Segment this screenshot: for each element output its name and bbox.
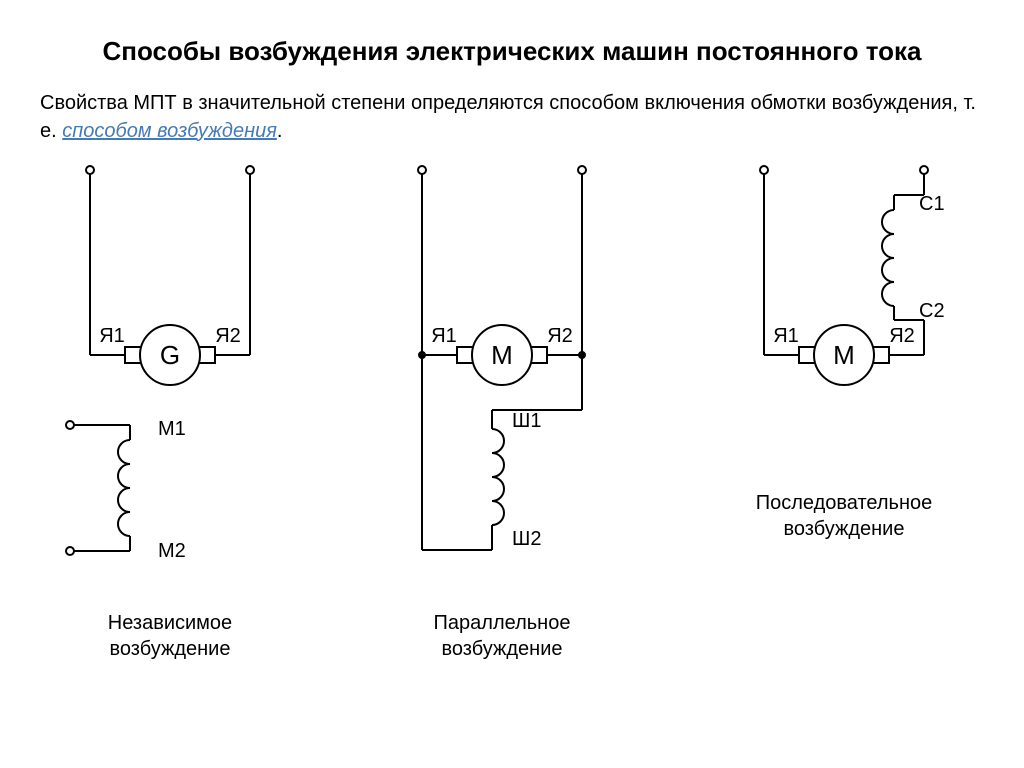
desc-emphasis: способом возбуждения xyxy=(62,120,277,142)
circuit-independent-svg: G Я1 Я2 М1 М2 xyxy=(40,155,300,595)
circuit-series-svg: M Я1 Я2 С1 С2 xyxy=(704,155,984,475)
diagram-series: M Я1 Я2 С1 С2 Последовательное возбужден… xyxy=(704,155,984,662)
caption-parallel: Параллельное возбуждение xyxy=(434,610,571,662)
coil-label-top: С1 xyxy=(919,193,945,215)
coil-label-top: М1 xyxy=(158,418,186,440)
caption-line2: возбуждение xyxy=(109,638,230,660)
machine-letter: G xyxy=(160,340,180,370)
caption-line2: возбуждение xyxy=(442,638,563,660)
caption-line2: возбуждение xyxy=(783,518,904,540)
machine-letter: M xyxy=(491,340,513,370)
diagram-parallel: M Я1 Я2 Ш1 Ш2 Параллельное возбуждение xyxy=(362,155,642,662)
page-title: Способы возбуждения электрических машин … xyxy=(40,35,984,69)
caption-line1: Параллельное xyxy=(434,612,571,634)
diagram-independent: G Я1 Я2 М1 М2 xyxy=(40,155,300,662)
coil-label-bottom: Ш2 xyxy=(512,528,541,550)
caption-series: Последовательное возбуждение xyxy=(756,490,933,542)
caption-independent: Независимое возбуждение xyxy=(108,610,232,662)
coil-label-top: Ш1 xyxy=(512,410,541,432)
diagram-row: G Я1 Я2 М1 М2 xyxy=(40,155,984,662)
armature-label-left: Я1 xyxy=(773,325,799,347)
description: Свойства МПТ в значительной степени опре… xyxy=(40,89,984,145)
caption-line1: Независимое xyxy=(108,612,232,634)
armature-label-right: Я2 xyxy=(547,325,573,347)
armature-label-left: Я1 xyxy=(99,325,125,347)
coil-label-bottom: М2 xyxy=(158,540,186,562)
armature-label-right: Я2 xyxy=(215,325,241,347)
armature-label-right: Я2 xyxy=(889,325,915,347)
armature-label-left: Я1 xyxy=(431,325,457,347)
desc-text-2: . xyxy=(277,120,283,142)
machine-letter: M xyxy=(833,340,855,370)
caption-line1: Последовательное xyxy=(756,492,933,514)
coil-label-bottom: С2 xyxy=(919,300,945,322)
circuit-parallel-svg: M Я1 Я2 Ш1 Ш2 xyxy=(362,155,642,595)
